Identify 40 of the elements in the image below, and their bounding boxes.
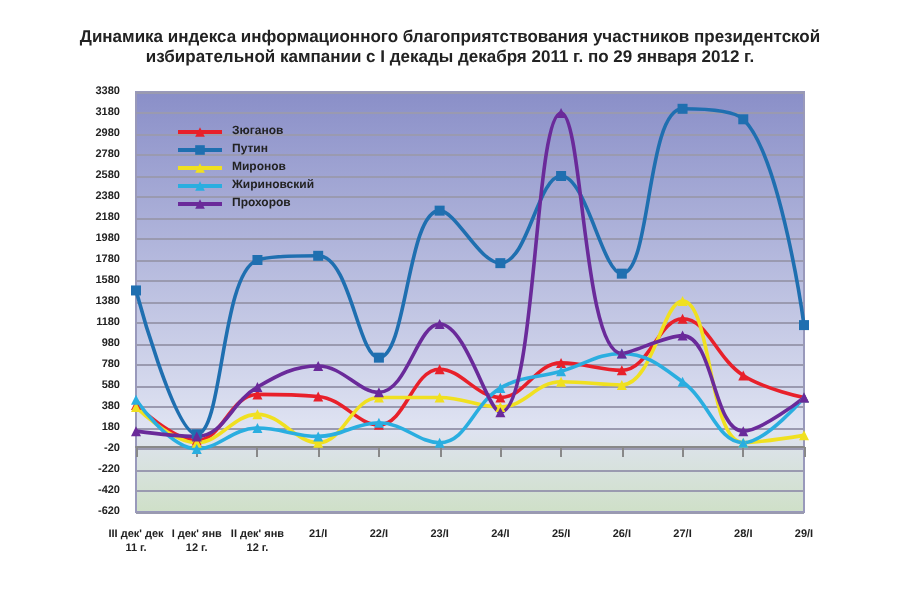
point <box>677 103 688 114</box>
point <box>495 258 506 269</box>
point <box>313 250 324 261</box>
point <box>131 394 141 405</box>
point <box>738 426 749 437</box>
point <box>191 444 202 454</box>
point <box>252 255 263 265</box>
point <box>738 370 749 381</box>
point <box>495 383 506 394</box>
point <box>556 357 567 368</box>
point <box>677 295 688 306</box>
point <box>434 205 445 216</box>
point <box>252 423 263 433</box>
point <box>313 361 324 372</box>
point <box>738 114 749 125</box>
point <box>252 382 263 393</box>
point <box>495 407 506 418</box>
point <box>616 379 627 390</box>
point <box>556 366 567 377</box>
point <box>313 431 324 442</box>
point <box>677 313 688 324</box>
point <box>252 409 263 420</box>
point <box>556 376 567 387</box>
point <box>799 430 809 441</box>
point <box>616 268 627 279</box>
point <box>616 365 627 376</box>
point <box>434 319 445 330</box>
point <box>373 387 384 398</box>
point <box>434 392 445 403</box>
point <box>373 352 384 363</box>
point <box>556 171 567 181</box>
point <box>313 391 324 402</box>
point <box>677 330 688 341</box>
point <box>131 285 141 296</box>
point <box>434 364 445 375</box>
point <box>434 437 445 448</box>
chart-title: Динамика индекса информационного благоприятствования участников президентской избирательной кампании с I декады декабря 2011 г. по 29 января 2012 г. <box>79 26 821 66</box>
point <box>799 320 809 331</box>
point <box>131 426 141 437</box>
point <box>495 392 506 403</box>
